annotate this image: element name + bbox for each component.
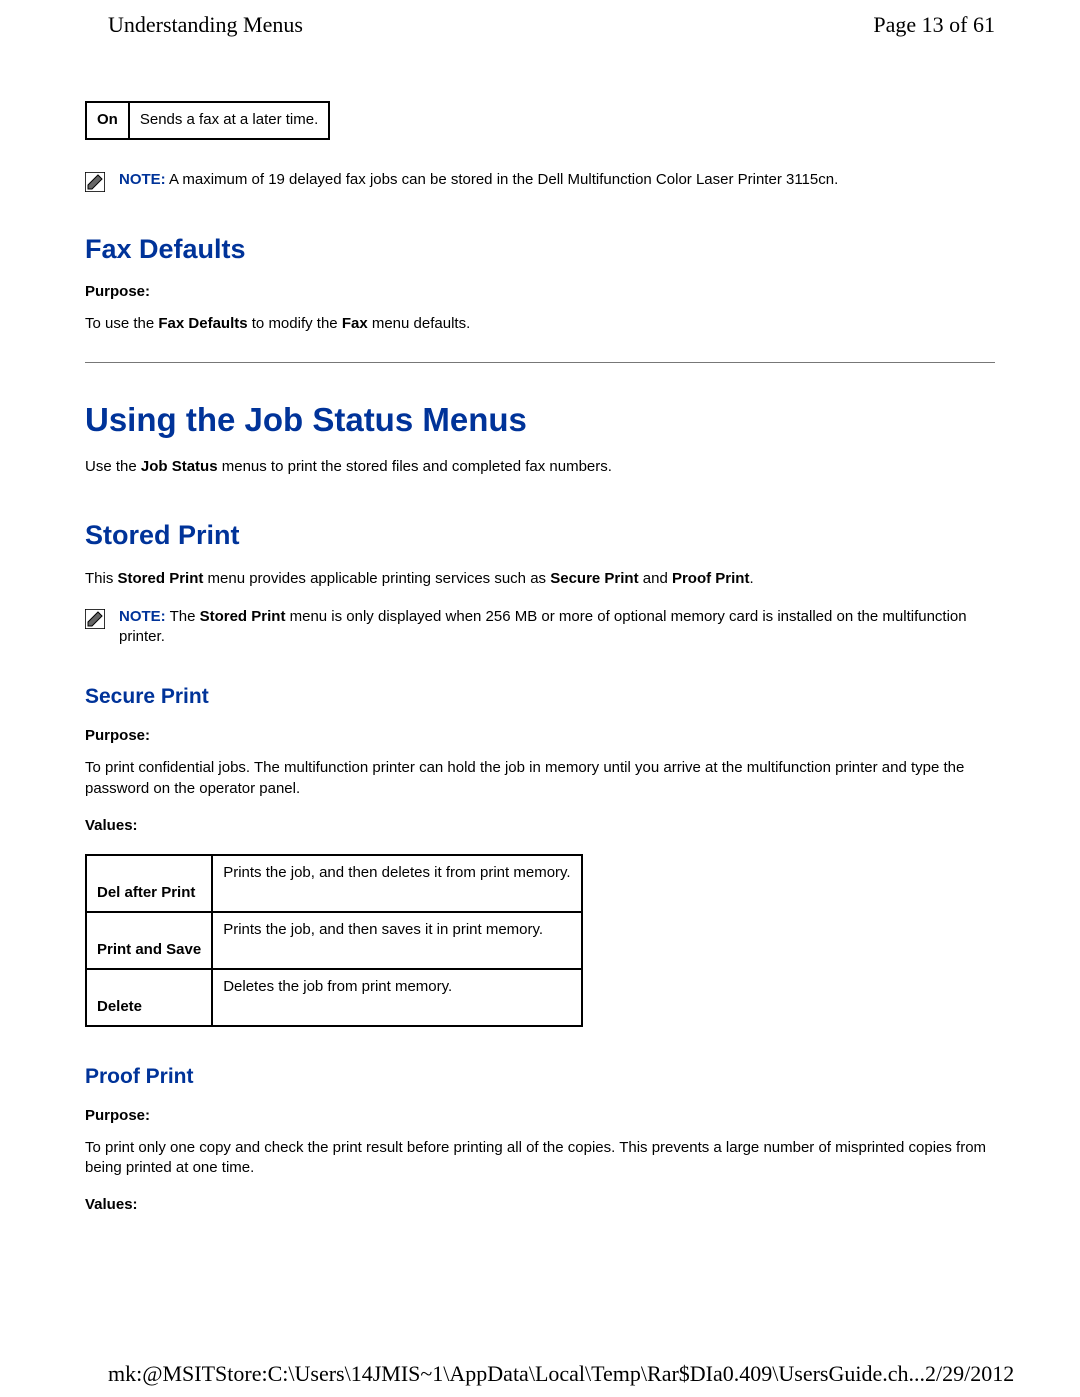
purpose-label: Purpose:	[85, 1107, 995, 1124]
value-key: Del after Print	[86, 855, 212, 912]
job-status-heading: Using the Job Status Menus	[85, 401, 995, 439]
page-header: Understanding Menus Page 13 of 61	[0, 0, 1080, 46]
opt-desc: Sends a fax at a later time.	[129, 102, 329, 139]
pencil-icon	[85, 172, 105, 192]
values-label: Values:	[85, 1196, 995, 1213]
stored-print-heading: Stored Print	[85, 520, 995, 551]
note-label: NOTE:	[119, 171, 166, 188]
page: Understanding Menus Page 13 of 61 On Sen…	[0, 0, 1080, 1397]
note-label: NOTE:	[119, 608, 166, 625]
table-row: Del after Print Prints the job, and then…	[86, 855, 582, 912]
fax-defaults-purpose: To use the Fax Defaults to modify the Fa…	[85, 314, 995, 334]
table-row: Print and Save Prints the job, and then …	[86, 912, 582, 969]
fax-defaults-heading: Fax Defaults	[85, 234, 995, 265]
stored-print-intro: This Stored Print menu provides applicab…	[85, 569, 995, 589]
note-text: NOTE: A maximum of 19 delayed fax jobs c…	[119, 170, 995, 190]
table-row: On Sends a fax at a later time.	[86, 102, 329, 139]
value-desc: Deletes the job from print memory.	[212, 969, 581, 1026]
note-block: NOTE: The Stored Print menu is only disp…	[85, 607, 995, 648]
secure-print-values-table: Del after Print Prints the job, and then…	[85, 854, 583, 1027]
table-row: Delete Deletes the job from print memory…	[86, 969, 582, 1026]
opt-key: On	[86, 102, 129, 139]
doc-title: Understanding Menus	[108, 12, 303, 38]
purpose-label: Purpose:	[85, 727, 995, 744]
pencil-icon	[85, 609, 105, 629]
footer-path: mk:@MSITStore:C:\Users\14JMIS~1\AppData\…	[108, 1361, 925, 1387]
value-key: Delete	[86, 969, 212, 1026]
footer-date: 2/29/2012	[925, 1361, 1014, 1387]
secure-print-purpose: To print confidential jobs. The multifun…	[85, 758, 995, 799]
page-content: On Sends a fax at a later time. NOTE: A …	[0, 101, 1080, 1213]
note-text: NOTE: The Stored Print menu is only disp…	[119, 607, 995, 648]
proof-print-purpose: To print only one copy and check the pri…	[85, 1138, 995, 1179]
proof-print-heading: Proof Print	[85, 1065, 995, 1089]
note-body: A maximum of 19 delayed fax jobs can be …	[166, 171, 839, 188]
delayed-fax-table: On Sends a fax at a later time.	[85, 101, 330, 140]
note-block: NOTE: A maximum of 19 delayed fax jobs c…	[85, 170, 995, 192]
value-desc: Prints the job, and then saves it in pri…	[212, 912, 581, 969]
section-rule	[85, 362, 995, 363]
page-number: Page 13 of 61	[873, 12, 995, 38]
page-footer: mk:@MSITStore:C:\Users\14JMIS~1\AppData\…	[0, 1361, 1080, 1387]
purpose-label: Purpose:	[85, 283, 995, 300]
value-desc: Prints the job, and then deletes it from…	[212, 855, 581, 912]
job-status-intro: Use the Job Status menus to print the st…	[85, 457, 995, 477]
secure-print-heading: Secure Print	[85, 685, 995, 709]
value-key: Print and Save	[86, 912, 212, 969]
values-label: Values:	[85, 817, 995, 834]
